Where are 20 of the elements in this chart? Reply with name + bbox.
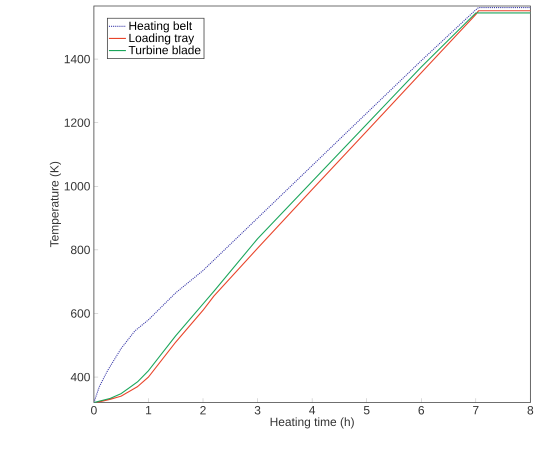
x-tick-label: 2: [200, 406, 206, 414]
x-tick-label: 0: [91, 406, 97, 414]
y-tick-label: 400: [70, 372, 90, 382]
x-tick-label: 1: [146, 406, 152, 414]
y-tick-label: 600: [71, 309, 90, 318]
legend-label: Loading tray: [129, 33, 194, 44]
legend-label: Heating belt: [129, 21, 192, 32]
y-tick-label: 800: [70, 245, 90, 254]
x-tick-label: 4: [309, 406, 316, 414]
x-tick-label: 5: [364, 406, 370, 414]
x-tick-label: 7: [473, 406, 479, 414]
x-tick-label: 8: [528, 406, 534, 414]
y-tick-label: 1000: [64, 182, 90, 190]
x-tick-label: 3: [254, 406, 260, 414]
x-tick-label: 6: [418, 406, 424, 414]
y-axis-title: Temperature (K): [50, 162, 61, 247]
legend-label: Turbine blade: [128, 45, 200, 54]
y-tick-label: 1200: [64, 118, 90, 127]
y-tick-label: 1400: [64, 54, 90, 64]
x-axis-title: Heating time (h): [270, 417, 354, 428]
